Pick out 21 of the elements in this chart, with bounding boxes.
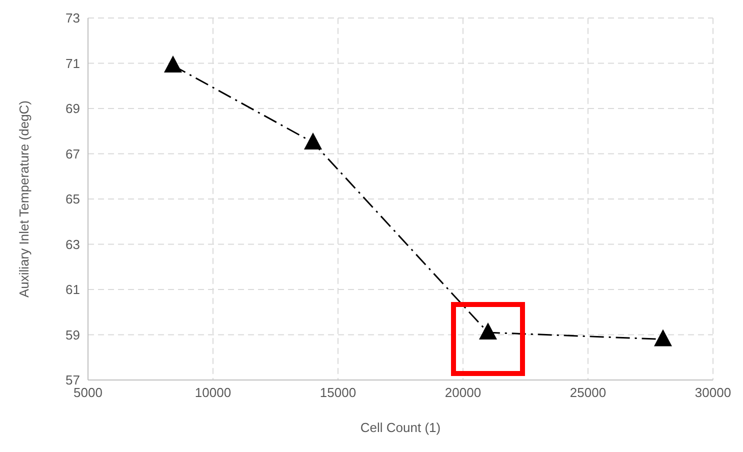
point — [164, 56, 182, 73]
x-tick-label: 30000 — [694, 385, 732, 400]
x-tick-label: 25000 — [570, 385, 606, 400]
y-tick-label: 71 — [66, 56, 80, 71]
x-tick-label: 15000 — [320, 385, 356, 400]
y-tick-label: 57 — [66, 372, 80, 388]
point — [304, 132, 322, 150]
point — [654, 329, 672, 346]
y-axis-title: Auxiliary Inlet Temperature (degC) — [16, 100, 32, 298]
y-tick-label: 63 — [66, 236, 80, 252]
y-tick-label: 65 — [66, 192, 80, 207]
y-tick-label: 61 — [66, 282, 80, 298]
x-tick-label: 5000 — [74, 385, 102, 400]
x-tick-label: 10000 — [194, 385, 232, 400]
x-axis-title: Cell Count (1) — [360, 420, 441, 435]
y-tick-label: 67 — [66, 146, 80, 162]
point — [479, 322, 497, 340]
y-tick-label: 73 — [66, 10, 80, 26]
y-tick-label: 59 — [66, 327, 80, 342]
y-tick-label: 69 — [66, 101, 80, 116]
x-tick-label: 20000 — [444, 385, 482, 400]
